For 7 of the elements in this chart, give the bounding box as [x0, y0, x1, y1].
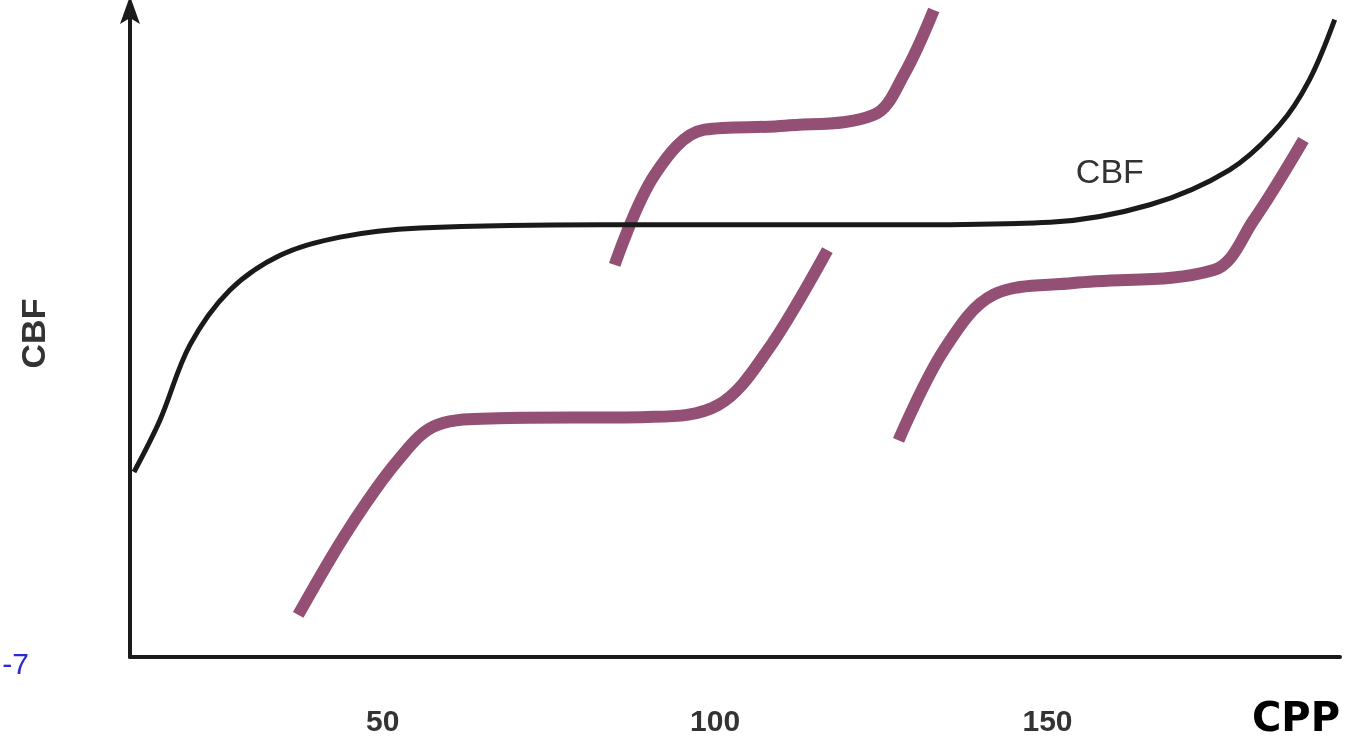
series-label: CBF — [1075, 151, 1144, 190]
text: .-7 — [0, 646, 30, 680]
x-tick-label: 50 — [365, 703, 400, 737]
x-tick-label: 150 — [1022, 703, 1073, 737]
y-axis-title: CBF — [14, 298, 52, 369]
x-tick-label: 100 — [690, 703, 741, 737]
x-axis-title: CPP — [1252, 694, 1340, 740]
